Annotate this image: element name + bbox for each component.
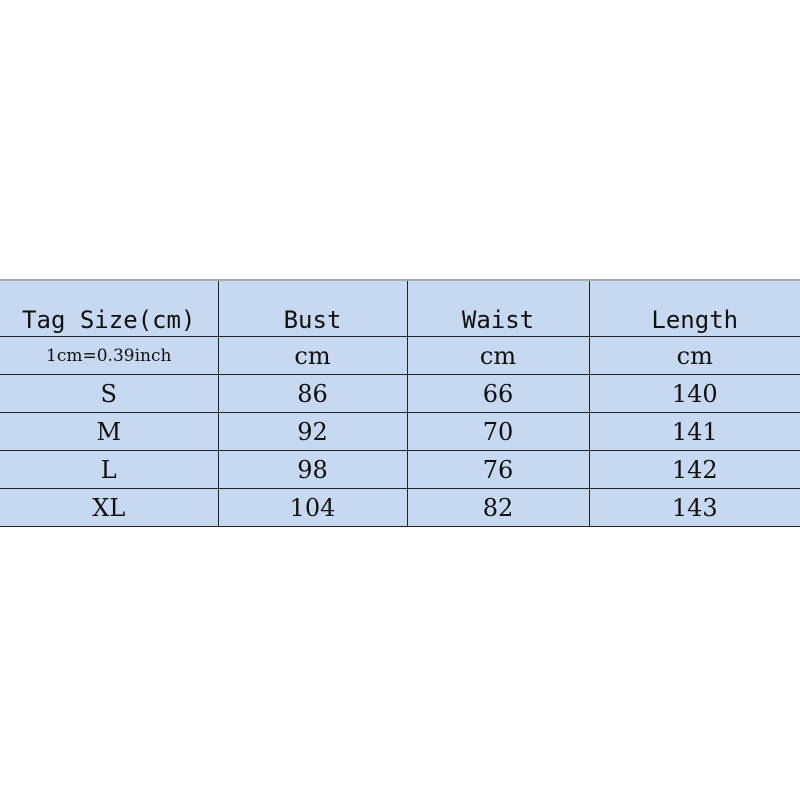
size-cell: L xyxy=(0,450,219,489)
waist-cell: 66 xyxy=(406,374,590,413)
header-row: Tag Size(cm) Bust Waist Length xyxy=(0,279,800,337)
waist-cell: 76 xyxy=(406,450,590,489)
unit-length: cm xyxy=(588,336,800,375)
size-chart-table: Tag Size(cm) Bust Waist Length 1cm=0.39i… xyxy=(0,279,800,527)
waist-cell: 82 xyxy=(406,488,590,527)
size-cell: S xyxy=(0,374,219,413)
unit-bust: cm xyxy=(217,336,408,375)
unit-waist: cm xyxy=(406,336,590,375)
size-cell: M xyxy=(0,412,219,451)
bust-cell: 104 xyxy=(217,488,408,527)
waist-cell: 70 xyxy=(406,412,590,451)
header-bust: Bust xyxy=(217,279,408,337)
header-length: Length xyxy=(588,279,800,337)
header-tag-size: Tag Size(cm) xyxy=(0,279,219,337)
unit-conversion: 1cm=0.39inch xyxy=(0,336,219,375)
header-waist: Waist xyxy=(406,279,590,337)
table-row: XL 104 82 143 xyxy=(0,488,800,527)
units-row: 1cm=0.39inch cm cm cm xyxy=(0,336,800,375)
table-row: S 86 66 140 xyxy=(0,374,800,413)
bust-cell: 98 xyxy=(217,450,408,489)
bust-cell: 92 xyxy=(217,412,408,451)
length-cell: 143 xyxy=(588,488,800,527)
table-row: L 98 76 142 xyxy=(0,450,800,489)
bust-cell: 86 xyxy=(217,374,408,413)
size-cell: XL xyxy=(0,488,219,527)
length-cell: 142 xyxy=(588,450,800,489)
table-row: M 92 70 141 xyxy=(0,412,800,451)
length-cell: 140 xyxy=(588,374,800,413)
length-cell: 141 xyxy=(588,412,800,451)
